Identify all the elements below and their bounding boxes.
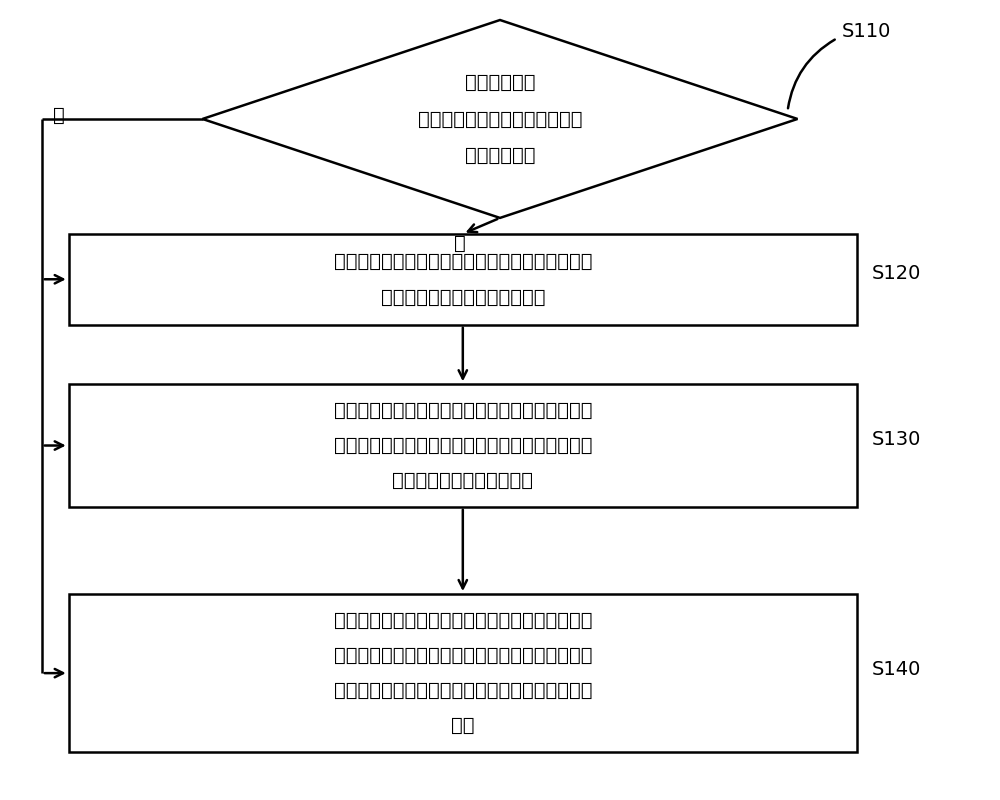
Text: 否: 否 [454, 234, 466, 253]
Text: S120: S120 [872, 264, 921, 283]
Text: 在该初始丝路巡检路径巡检完成且存在处于未巡检: 在该初始丝路巡检路径巡检完成且存在处于未巡检 [334, 611, 592, 630]
Text: 检测初始丝路: 检测初始丝路 [465, 73, 535, 92]
Text: S130: S130 [872, 430, 921, 449]
Bar [69, 234, 857, 325]
Bar [69, 594, 857, 752]
Text: 巡检设备对该第一工位进行巡检: 巡检设备对该第一工位进行巡检 [381, 288, 545, 307]
Text: 第一工位标记为未巡检状态: 第一工位标记为未巡检状态 [392, 471, 533, 490]
Text: 始丝路巡检路径中处于未巡检状态的工位进行补充: 始丝路巡检路径中处于未巡检状态的工位进行补充 [334, 682, 592, 700]
Text: S110: S110 [842, 22, 892, 42]
Text: 在该第一工位未处于正在铲板状态下，控制该丝路: 在该第一工位未处于正在铲板状态下，控制该丝路 [334, 251, 592, 270]
Text: 巡检路径中的第一工位是否处于: 巡检路径中的第一工位是否处于 [418, 110, 582, 129]
Bar [69, 384, 857, 507]
Text: 状态的工位的情况下，控制该丝路巡检设备对该初: 状态的工位的情况下，控制该丝路巡检设备对该初 [334, 646, 592, 665]
Text: S140: S140 [872, 660, 921, 678]
Text: 检设备绕过该第一工位对第二工位进行巡检并将该: 检设备绕过该第一工位对第二工位进行巡检并将该 [334, 436, 592, 455]
Text: 正在铲板状态: 正在铲板状态 [465, 146, 535, 165]
Polygon shape [203, 20, 798, 218]
Text: 是: 是 [53, 106, 65, 125]
Text: 巡检: 巡检 [451, 717, 475, 735]
Text: 在该第一工位处于正在铲板状态下，控制该丝路巡: 在该第一工位处于正在铲板状态下，控制该丝路巡 [334, 401, 592, 420]
